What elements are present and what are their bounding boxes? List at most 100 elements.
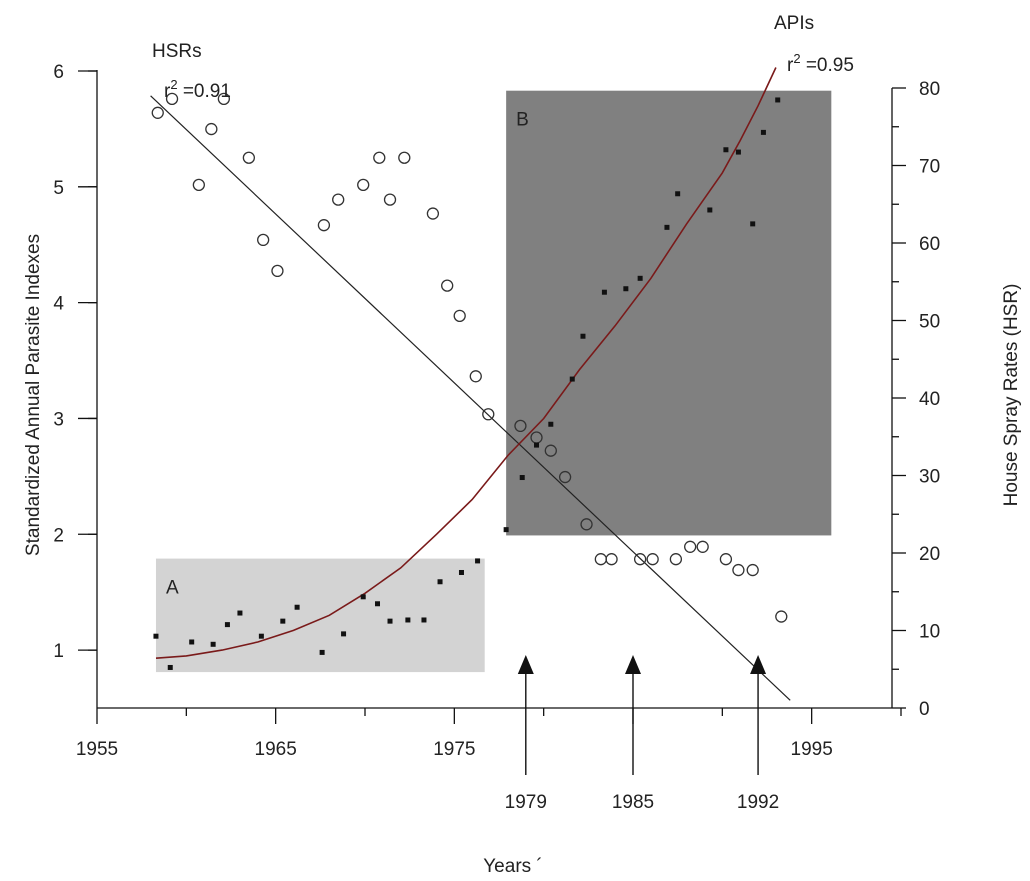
api-point: [503, 527, 509, 533]
hsr-r-symbol: r: [164, 81, 171, 102]
api-r-squared-value: =0.95: [801, 55, 854, 76]
region-a-label: A: [166, 578, 179, 599]
api-point: [601, 289, 607, 295]
right-tick-label-80: 80: [919, 79, 940, 100]
right-tick-label-50: 50: [919, 312, 940, 333]
x-tick-label-1979: 1979: [505, 792, 547, 813]
x-axis-title: Years ´: [483, 856, 543, 877]
api-point: [750, 221, 756, 227]
api-point: [475, 558, 481, 564]
api-point: [167, 664, 173, 670]
arrow-1979-head: [517, 655, 534, 674]
x-tick-label-1985: 1985: [612, 792, 654, 813]
arrow-1985-head: [625, 655, 641, 674]
api-point: [437, 579, 443, 585]
x-tick-label-1955: 1955: [76, 739, 118, 760]
hsr-point: [669, 553, 683, 566]
api-point: [319, 649, 325, 655]
y-axis-left-title: Standardized Annual Parasite Indexes: [23, 234, 44, 556]
api-point: [387, 618, 393, 624]
hsr-point: [257, 233, 270, 247]
hsr-point: [192, 178, 205, 192]
region-b: [506, 90, 832, 536]
api-point: [458, 569, 464, 575]
api-point: [569, 376, 575, 382]
api-r-squared: r2 =0.95: [787, 51, 854, 76]
api-r-superscript: 2: [793, 51, 800, 66]
hsr-r-squared-value: =0.91: [178, 81, 231, 102]
hsr-r-squared: r2 =0.91: [164, 77, 231, 102]
right-tick-label-0: 0: [919, 699, 930, 720]
api-point: [580, 333, 586, 339]
api-trend-line: [155, 67, 777, 659]
hsr-series-label: HSRs: [152, 41, 202, 62]
api-point: [237, 610, 243, 616]
hsr-point: [242, 151, 256, 164]
left-tick-label-4: 4: [53, 294, 64, 315]
hsr-point: [317, 219, 331, 232]
hsr-point: [746, 563, 759, 577]
api-point: [735, 149, 741, 155]
api-series-label: APIs: [774, 13, 814, 34]
hsr-point: [271, 264, 284, 278]
left-tick-label-1: 1: [53, 641, 64, 662]
hsr-point: [217, 92, 231, 105]
api-point: [210, 641, 216, 647]
hsr-point: [633, 553, 647, 566]
hsr-point: [151, 106, 164, 119]
api-point: [189, 639, 195, 645]
api-point: [258, 633, 264, 639]
api-point: [534, 442, 540, 448]
api-r-symbol: r: [787, 55, 794, 76]
hsr-point: [646, 553, 659, 566]
left-tick-label-2: 2: [53, 525, 64, 546]
hsr-point: [453, 309, 466, 323]
right-tick-label-20: 20: [919, 544, 940, 565]
x-tick-label-1975: 1975: [433, 739, 475, 760]
api-point: [405, 617, 411, 623]
hsr-point: [383, 193, 397, 206]
left-axis-ticks: 1 2 3 4 5 6: [53, 62, 97, 662]
y-axis-right-title: House Spray Rates (HSR): [1001, 284, 1022, 507]
x-tick-label-1992: 1992: [737, 792, 779, 813]
hsr-point: [719, 553, 733, 566]
hsr-point: [205, 122, 218, 136]
left-tick-label-5: 5: [53, 178, 64, 199]
api-point: [675, 191, 681, 197]
hsr-point: [696, 540, 709, 553]
api-point: [723, 147, 729, 153]
region-a: [155, 558, 485, 673]
hsr-point: [373, 151, 386, 164]
right-axis-ticks: 0 10 20 30 40 50 60 70 80: [892, 79, 940, 720]
hsr-point: [580, 518, 593, 531]
hsr-point: [684, 540, 697, 553]
hsr-point: [357, 178, 370, 192]
hsr-trend-line: [150, 95, 791, 701]
hsr-point: [605, 553, 618, 566]
right-tick-label-30: 30: [919, 467, 940, 488]
right-tick-label-60: 60: [919, 234, 940, 255]
api-point: [548, 421, 554, 427]
api-point: [623, 286, 629, 292]
region-b-label: B: [516, 110, 529, 131]
right-tick-label-70: 70: [919, 157, 940, 178]
hsr-point: [544, 444, 557, 457]
x-axis-ticks: 1955 1965 1975 1995 1979 1985 1992: [76, 708, 902, 813]
year-arrows: [517, 655, 767, 775]
hsr-r-superscript: 2: [170, 77, 177, 92]
hsr-point: [441, 279, 454, 292]
api-point: [421, 617, 427, 623]
hsr-point: [398, 151, 411, 164]
hsr-point: [426, 207, 440, 220]
hsr-point: [332, 193, 345, 206]
x-tick-label-1995: 1995: [791, 739, 833, 760]
trend-lines: [150, 67, 791, 701]
api-point: [280, 618, 286, 624]
api-point: [224, 622, 230, 628]
hsr-point: [558, 470, 572, 484]
hsr-point: [732, 563, 745, 577]
api-point: [375, 601, 381, 607]
api-point: [294, 604, 300, 610]
api-point: [153, 633, 159, 639]
